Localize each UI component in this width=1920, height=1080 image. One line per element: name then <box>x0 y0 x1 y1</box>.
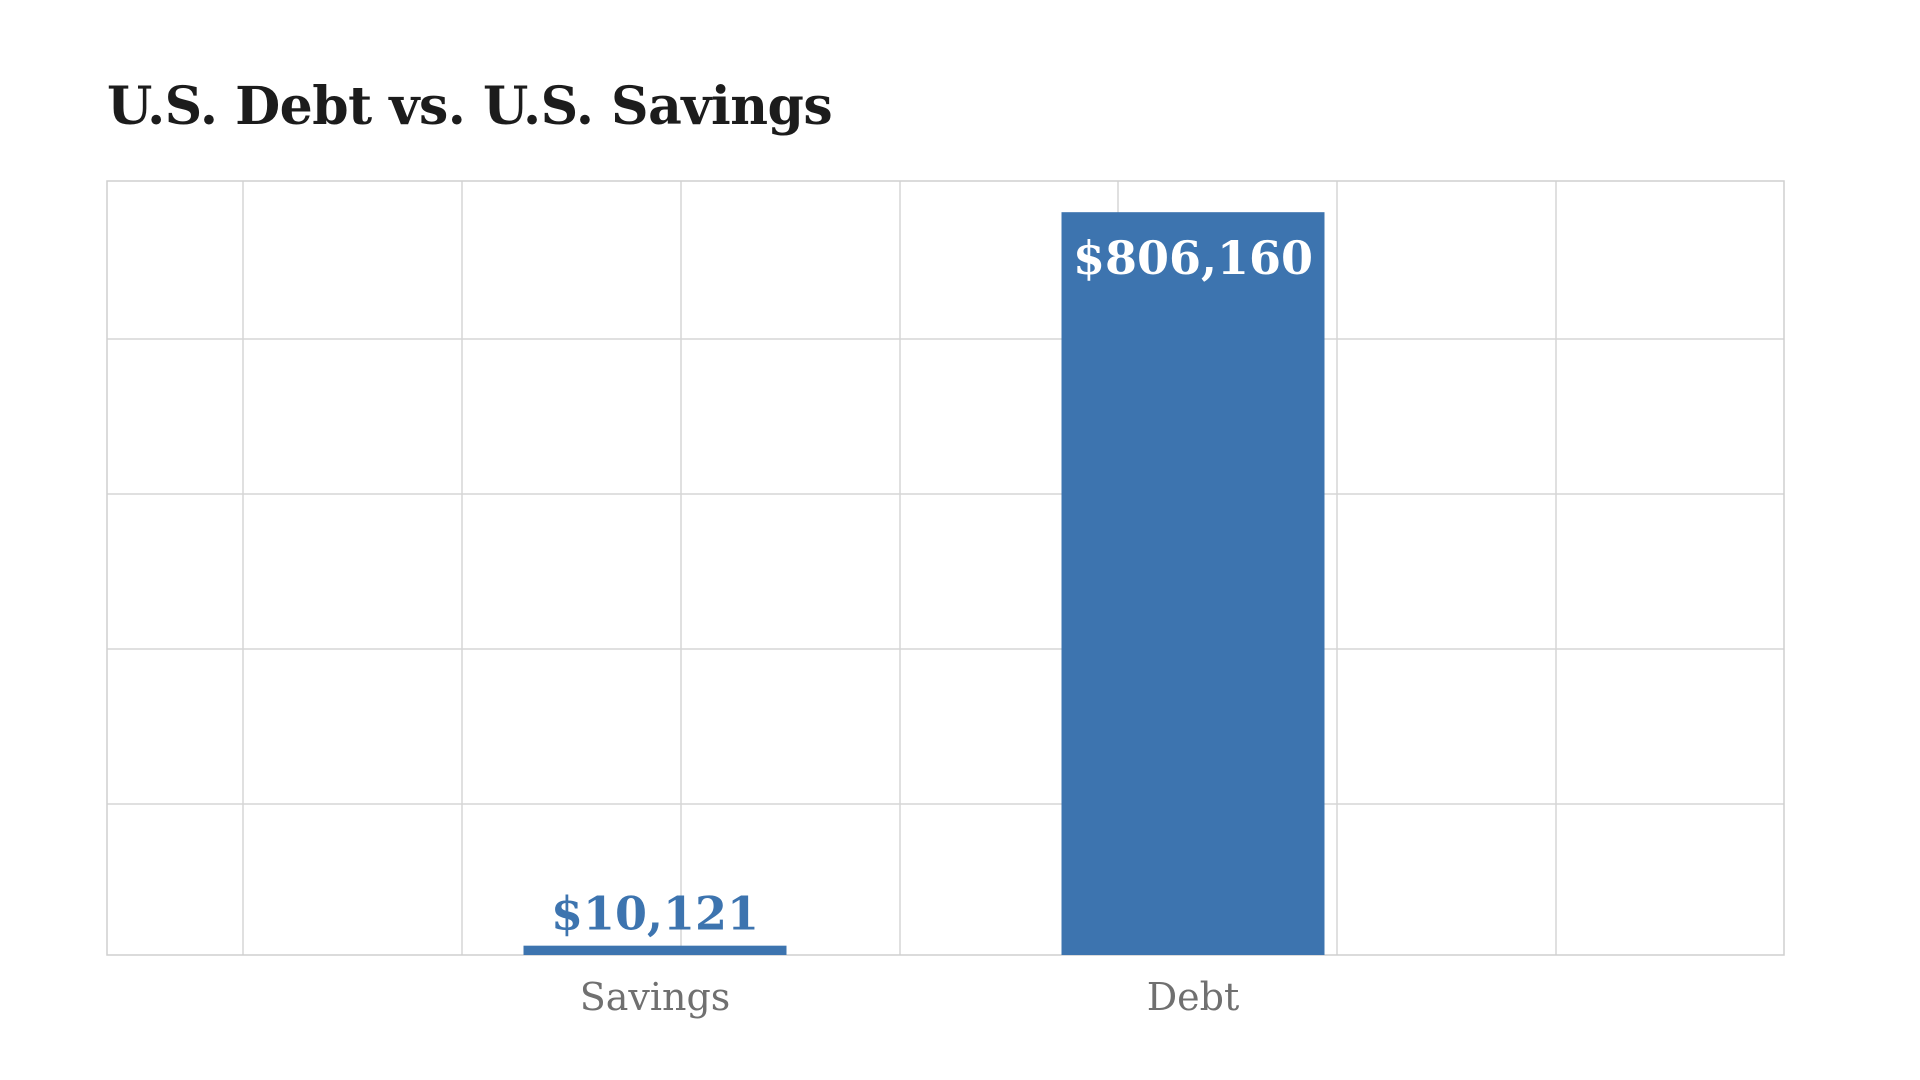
plot-area-border <box>106 180 1785 956</box>
data-label-debt: $806,160 <box>1073 231 1313 285</box>
bars <box>523 212 1325 955</box>
data-label-savings: $10,121 <box>551 887 759 941</box>
data-labels: $10,121 $806,160 <box>551 231 1313 940</box>
gridlines <box>106 180 1785 956</box>
bar-debt <box>1061 212 1325 955</box>
chart-title: U.S. Debt vs. U.S. Savings <box>107 76 833 137</box>
tick-label-savings: Savings <box>580 975 731 1019</box>
bar-savings <box>523 945 787 955</box>
x-axis-tick-labels: Savings Debt <box>580 975 1240 1019</box>
tick-label-debt: Debt <box>1147 975 1240 1019</box>
